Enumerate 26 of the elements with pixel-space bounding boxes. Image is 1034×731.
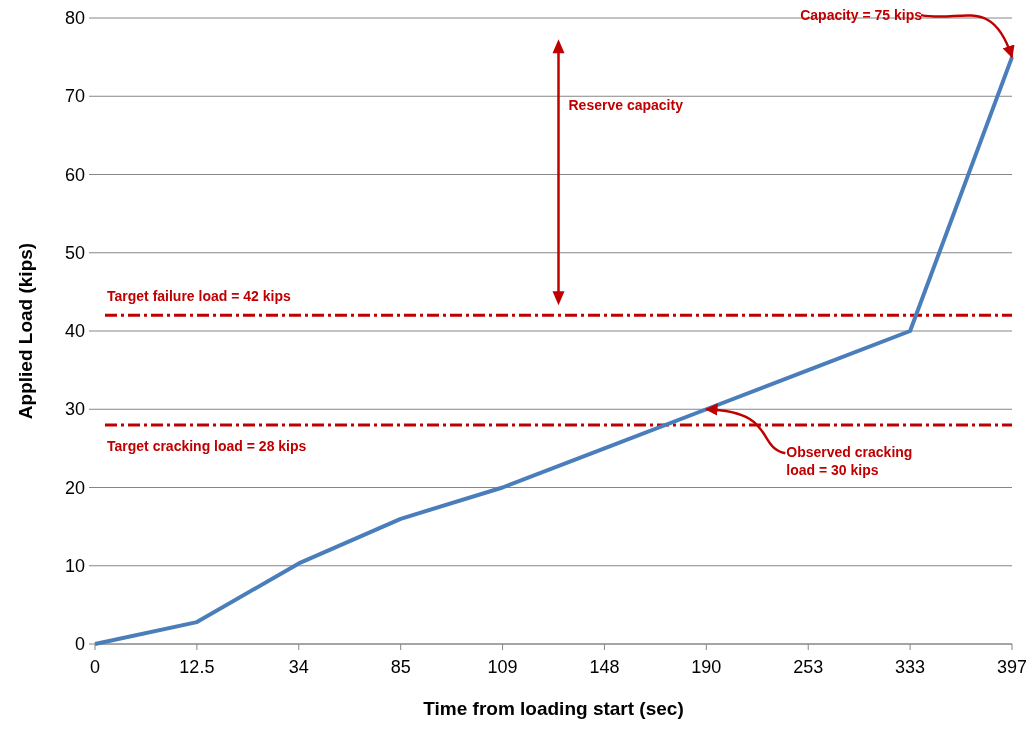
- annotation: Capacity = 75 kips: [800, 7, 923, 24]
- x-tick-label: 12.5: [179, 657, 215, 677]
- annotation: Observed cracking load = 30 kips: [786, 444, 913, 479]
- y-tick-label: 50: [64, 242, 85, 263]
- ref-line-label: Target cracking load = 28 kips: [107, 437, 307, 454]
- y-tick-label: 10: [64, 555, 85, 576]
- y-tick-label: 0: [74, 634, 85, 654]
- y-tick-label: 60: [64, 164, 85, 185]
- y-tick-label: 80: [64, 8, 85, 28]
- y-tick-label: 20: [64, 477, 85, 498]
- x-tick-label: 190: [691, 657, 722, 677]
- y-tick-label: 30: [64, 399, 85, 420]
- x-tick-label: 34: [288, 657, 309, 677]
- x-tick-label: 148: [589, 657, 620, 677]
- y-axis-title: Applied Load (kips): [15, 242, 36, 420]
- x-tick-label: 333: [895, 657, 926, 677]
- ref-line-label: Target failure load = 42 kips: [107, 288, 291, 305]
- x-tick-label: 253: [793, 657, 824, 677]
- x-axis-title: Time from loading start (sec): [423, 698, 684, 719]
- y-tick-label: 40: [64, 321, 85, 341]
- x-tick-label: 0: [89, 657, 101, 677]
- annotation: Reserve capacity: [568, 97, 684, 114]
- y-tick-label: 70: [64, 86, 85, 107]
- x-tick-label: 397: [996, 657, 1028, 677]
- x-tick-label: 109: [487, 657, 518, 677]
- x-tick-label: 85: [390, 657, 411, 677]
